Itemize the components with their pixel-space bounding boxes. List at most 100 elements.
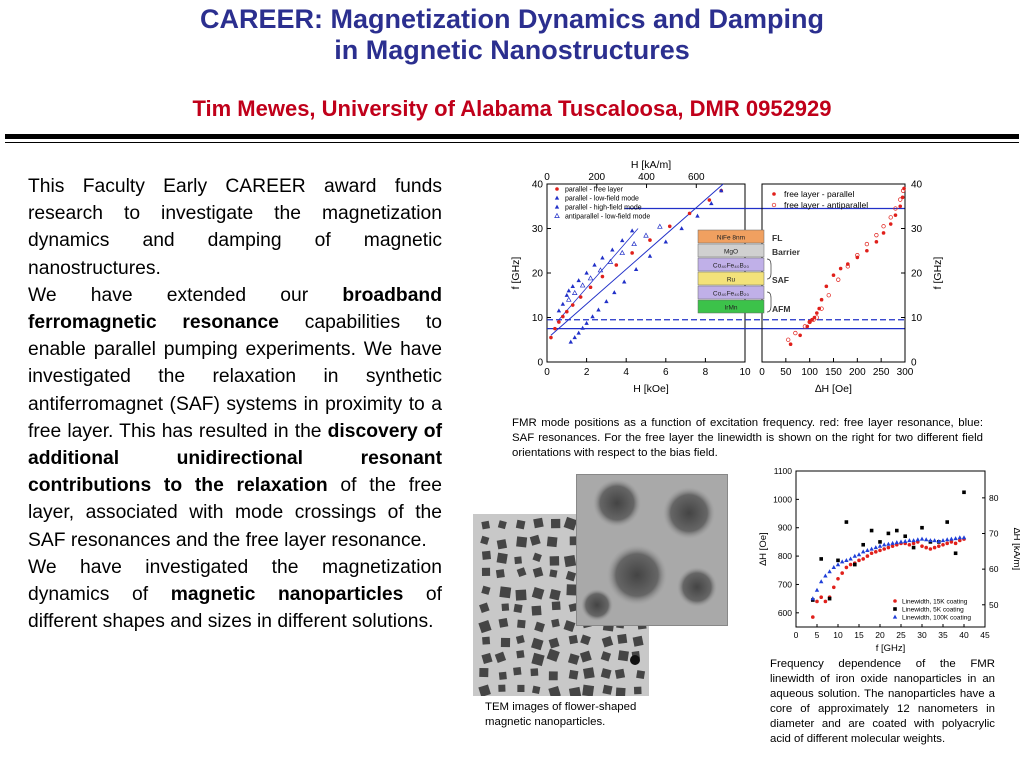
tem-particle [566, 571, 576, 581]
data-point [941, 543, 945, 547]
data-point [911, 538, 915, 542]
data-point [882, 224, 886, 228]
x-tick-label: 150 [825, 367, 842, 378]
top-tick-label: 0 [544, 172, 550, 183]
divider-thick [5, 134, 1019, 139]
fit-line-low [557, 229, 638, 322]
data-point [894, 213, 898, 217]
tem-particle [580, 634, 591, 645]
legend-marker [893, 607, 897, 611]
data-point [580, 326, 584, 330]
y-tick-label: 0 [911, 358, 917, 369]
tem-particle [551, 619, 560, 628]
tem-particle [499, 586, 511, 598]
x-tick-label: 50 [780, 367, 792, 378]
data-point [895, 540, 899, 544]
data-point [567, 297, 571, 301]
legend-marker [555, 205, 559, 209]
x-tick-label: 250 [873, 367, 890, 378]
tem-particle [636, 670, 645, 679]
data-point [869, 547, 873, 551]
tem-particle [552, 601, 561, 610]
data-point [882, 231, 886, 235]
tem-particle [549, 589, 560, 600]
y-tick-label: 1000 [773, 494, 792, 504]
tem-dark-spot [630, 655, 640, 665]
data-point [828, 597, 832, 601]
x-axis-label: H [kOe] [633, 383, 669, 395]
data-point [811, 615, 815, 619]
data-point [644, 233, 648, 237]
data-point [832, 585, 836, 589]
tem-particle [481, 521, 490, 530]
x-tick-label: 30 [917, 630, 927, 640]
x-tick-label: 0 [544, 367, 550, 378]
data-point [815, 311, 819, 315]
page-title: CAREER: Magnetization Dynamics and Dampi… [0, 4, 1024, 66]
tem-particle [531, 638, 544, 651]
data-point [887, 532, 891, 536]
data-point [561, 302, 565, 306]
x-tick-label: 5 [815, 630, 820, 640]
y-tick-label: 40 [911, 180, 923, 191]
stack-layer-label: Ru [727, 277, 736, 284]
tem-particle [479, 603, 490, 614]
data-point [608, 259, 612, 263]
y-tick-label: 600 [778, 608, 792, 618]
tem-particle [516, 650, 524, 658]
tem-particle [549, 671, 558, 680]
data-point [576, 278, 580, 282]
stack-group-label: AFM [772, 304, 790, 314]
data-point [903, 539, 907, 543]
data-point [889, 216, 893, 220]
legend-marker [772, 192, 776, 196]
data-point [865, 242, 869, 246]
tem-particle [498, 685, 505, 692]
tem-image-large [576, 474, 728, 626]
data-point [875, 233, 879, 237]
data-point [878, 540, 882, 544]
tem-particle [568, 653, 580, 665]
y-tick-label: 1100 [774, 466, 793, 476]
tem-particle [513, 667, 521, 675]
data-point [895, 529, 899, 533]
tem-particle [618, 650, 629, 661]
data-point [916, 537, 920, 541]
linewidth-caption: Frequency dependence of the FMR linewidt… [770, 657, 995, 747]
tem-particle [549, 569, 557, 577]
data-point [949, 537, 953, 541]
tem-particle [580, 651, 592, 663]
body-text: This Faculty Early CAREER award funds re… [28, 173, 442, 635]
tem-particle [478, 620, 491, 633]
data-point [579, 295, 583, 299]
data-point [615, 263, 619, 267]
data-point [664, 239, 668, 243]
data-point [920, 537, 924, 541]
tem-particle [481, 586, 490, 595]
tem-particle [514, 556, 522, 564]
data-point [630, 228, 634, 232]
data-point [907, 538, 911, 542]
data-point [898, 204, 902, 208]
tem-particle [501, 638, 510, 647]
y-right-tick-label: 70 [989, 528, 999, 538]
data-point [827, 293, 831, 297]
data-point [600, 255, 604, 259]
data-point [592, 263, 596, 267]
paragraph-1: This Faculty Early CAREER award funds re… [28, 173, 442, 282]
data-point [845, 520, 849, 524]
legend-entry: antiparallel - low-field mode [565, 214, 650, 221]
data-point [870, 551, 874, 555]
legend-entry: parallel - free layer [565, 187, 624, 194]
data-point [874, 545, 878, 549]
data-point [945, 542, 949, 546]
x-axis-label: f [GHz] [876, 643, 906, 654]
fmr-right-panel: 0 50 100 150 200 250 300010203040∆H [Oe]f [GHz… [759, 180, 944, 396]
fmr-caption: FMR mode positions as a function of exci… [512, 416, 983, 461]
x-tick-label: 8 [703, 367, 709, 378]
data-point [798, 334, 802, 338]
data-point [786, 338, 790, 342]
stack-group-label: FL [772, 233, 782, 243]
data-point [709, 201, 713, 205]
data-point [924, 537, 928, 541]
